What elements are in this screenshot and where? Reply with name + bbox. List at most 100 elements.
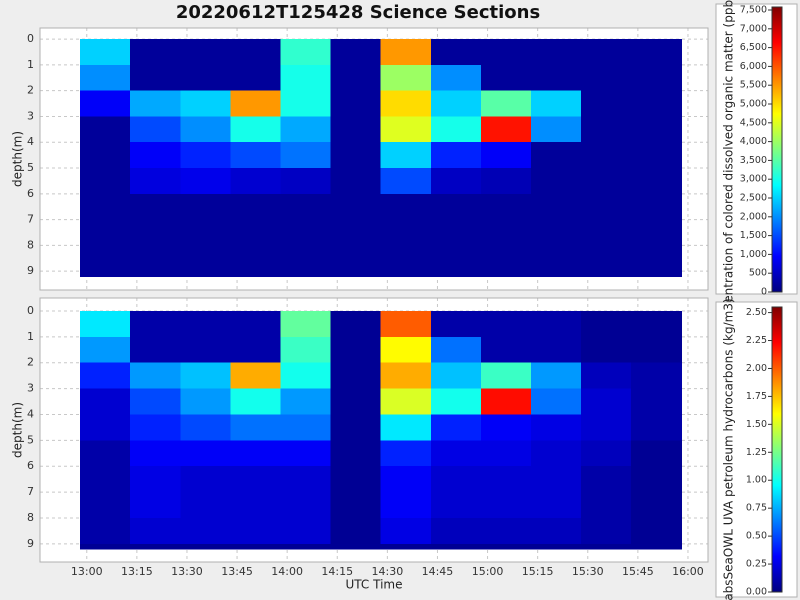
heatmap-cell [130,310,181,338]
y-tick-label: 4 [27,135,34,148]
heatmap-cell [80,219,131,246]
heatmap-cell [581,310,632,338]
heatmap-cell [380,336,432,364]
heatmap-cell [230,193,281,221]
heatmap-cell [130,168,181,195]
heatmap-cell [581,543,632,550]
heatmap-cell [230,543,281,550]
heatmap-cell [530,543,582,550]
colorbar-tick-label: 1.50 [746,419,767,430]
x-tick-label: 15:00 [472,565,504,578]
colorbar-tick-label: 1,500 [740,230,767,241]
y-axis-label: depth(m) [11,402,25,458]
heatmap-cell [631,271,682,277]
heatmap-cell [80,414,131,441]
y-tick-label: 7 [27,213,34,226]
heatmap-cell [380,518,432,545]
colorbar-tick-label: 0.25 [746,559,767,570]
heatmap-cell [581,336,632,364]
heatmap-cell [581,414,632,441]
heatmap-cell [631,492,682,519]
heatmap-cell [530,116,582,143]
heatmap-cell [631,116,682,143]
x-tick-label: 14:15 [321,565,353,578]
heatmap-cell [180,388,231,415]
heatmap-cell [480,193,532,221]
heatmap-cell [330,193,382,221]
heatmap-cell [230,518,281,545]
colorbar-tick-label: 2,500 [740,193,767,204]
heatmap-cell [581,362,632,390]
heatmap-cell [581,90,632,117]
heatmap-cell [180,39,231,66]
heatmap-cell [130,543,181,550]
heatmap-cell [330,168,382,195]
heatmap-cell [280,543,332,550]
heatmap-cell [380,39,432,66]
heatmap-cell [280,142,332,169]
heatmap-cell [631,543,682,550]
y-tick-label: 0 [27,304,34,317]
heatmap-cell [130,492,181,519]
x-tick-label: 13:15 [121,565,153,578]
x-tick-label: 15:45 [622,565,654,578]
heatmap-cell [330,39,382,66]
heatmap-cell [530,492,582,519]
heatmap-cell [130,518,181,545]
heatmap-cell [530,168,582,195]
heatmap-cell [480,142,532,169]
heatmap-cell [430,543,482,550]
heatmap-cell [280,39,332,66]
heatmap-cell [530,271,582,277]
heatmap-cell [180,142,231,169]
heatmap-cell [480,64,532,92]
heatmap-cell [380,142,432,169]
colorbar-tick-label: 7,000 [740,23,767,34]
heatmap-cell [330,518,382,545]
heatmap-cell [180,336,231,364]
heatmap-cell [631,168,682,195]
heatmap-cell [430,388,482,415]
heatmap-cell [280,492,332,519]
heatmap-cell [280,90,332,117]
x-tick-label: 14:30 [372,565,404,578]
heatmap-cell [130,466,181,493]
heatmap-cell [581,64,632,92]
heatmap-cell [380,271,432,277]
colorbar-tick-label: 0.50 [746,531,767,542]
heatmap-cell [180,362,231,390]
heatmap-cell [631,142,682,169]
colorbar-tick-label: 0.00 [746,587,767,598]
heatmap-cell [280,336,332,364]
heatmap-cell [180,543,231,550]
heatmap-cell [631,310,682,338]
heatmap-cell [180,492,231,519]
colorbar-label: entration of colored dissolved organic m… [722,0,736,303]
heatmap-cell [80,492,131,519]
colorbar-tick-label: 4,000 [740,136,767,147]
heatmap-cell [230,414,281,441]
heatmap-cell [230,168,281,195]
heatmap-cell [430,142,482,169]
plot-frame [39,297,709,563]
heatmap-cell [631,518,682,545]
x-tick-label: 13:00 [71,565,103,578]
y-tick-label: 2 [27,84,34,97]
y-tick-label: 9 [27,537,34,550]
colorbar-tick-label: 1.00 [746,475,767,486]
heatmap-cell [80,466,131,493]
heatmap-cell [130,245,181,272]
heatmap-cell [430,310,482,338]
colorbar-tick-label: 500 [749,268,767,279]
heatmap-cell [180,193,231,221]
y-tick-label: 6 [27,459,34,472]
heatmap-cell [631,362,682,390]
x-tick-label: 14:45 [422,565,454,578]
y-tick-label: 8 [27,238,34,251]
heatmap-cell [230,64,281,92]
colorbar-tick-label: 6,000 [740,61,767,72]
heatmap-cell [480,116,532,143]
colorbar [771,306,783,593]
heatmap-cell [480,543,532,550]
colorbar [771,6,783,293]
